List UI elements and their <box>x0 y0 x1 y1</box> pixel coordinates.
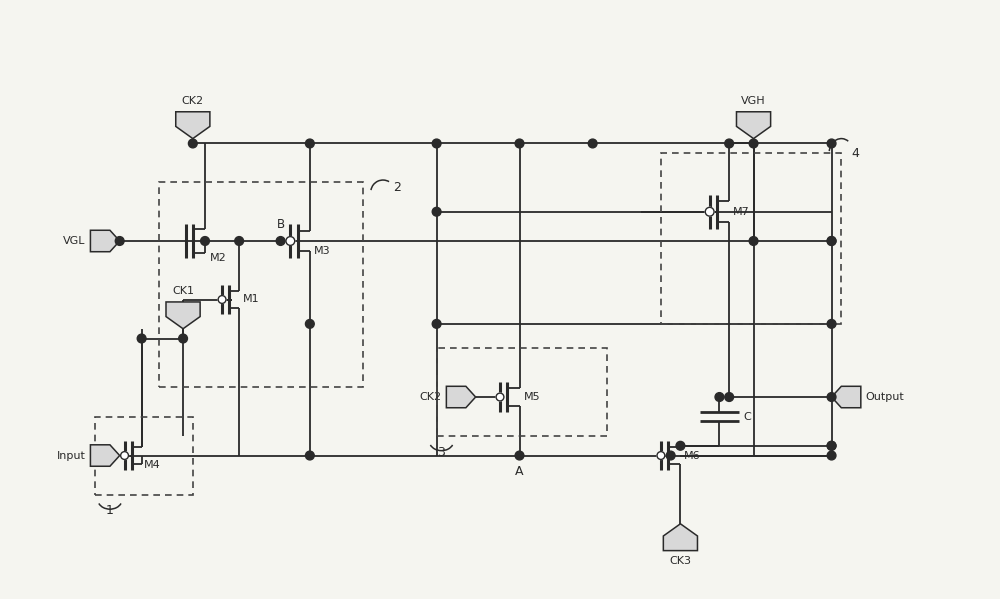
Polygon shape <box>166 302 200 329</box>
Polygon shape <box>90 445 120 466</box>
Bar <box>95 416 193 495</box>
Polygon shape <box>663 524 697 550</box>
Text: Output: Output <box>866 392 904 402</box>
Text: C: C <box>744 412 752 422</box>
Circle shape <box>725 139 734 148</box>
Text: VGH: VGH <box>741 96 766 106</box>
Text: M7: M7 <box>733 207 750 217</box>
Text: M5: M5 <box>523 392 540 402</box>
Polygon shape <box>736 112 771 138</box>
Polygon shape <box>446 386 476 408</box>
Circle shape <box>827 319 836 328</box>
Circle shape <box>201 237 209 246</box>
Text: M6: M6 <box>684 450 701 461</box>
Circle shape <box>137 334 146 343</box>
Circle shape <box>305 319 314 328</box>
Text: M1: M1 <box>243 295 260 304</box>
Bar <box>159 183 363 388</box>
Circle shape <box>235 237 244 246</box>
Circle shape <box>588 139 597 148</box>
Text: Input: Input <box>57 450 86 461</box>
Circle shape <box>827 237 836 246</box>
Circle shape <box>705 207 714 216</box>
Circle shape <box>676 441 685 450</box>
Text: VGL: VGL <box>63 236 86 246</box>
Circle shape <box>121 452 128 459</box>
Circle shape <box>305 139 314 148</box>
Text: M3: M3 <box>314 246 330 256</box>
Text: CK1: CK1 <box>172 286 194 296</box>
Circle shape <box>666 451 675 460</box>
Text: 2: 2 <box>393 181 401 194</box>
Circle shape <box>749 139 758 148</box>
Circle shape <box>276 237 285 246</box>
Text: A: A <box>515 465 524 478</box>
Circle shape <box>286 237 295 246</box>
Text: CK2: CK2 <box>182 96 204 106</box>
Circle shape <box>432 207 441 216</box>
Circle shape <box>432 139 441 148</box>
Text: CK2: CK2 <box>419 392 441 402</box>
Circle shape <box>305 451 314 460</box>
Text: M2: M2 <box>210 253 227 263</box>
Circle shape <box>749 237 758 246</box>
Circle shape <box>827 441 836 450</box>
Circle shape <box>827 392 836 401</box>
Text: 1: 1 <box>106 504 114 518</box>
Circle shape <box>515 139 524 148</box>
Circle shape <box>725 392 734 401</box>
Circle shape <box>715 392 724 401</box>
Text: M4: M4 <box>144 460 161 470</box>
Bar <box>661 153 841 324</box>
Polygon shape <box>832 386 861 408</box>
Text: 4: 4 <box>851 147 859 160</box>
Circle shape <box>515 451 524 460</box>
Circle shape <box>179 334 187 343</box>
Bar <box>437 348 607 436</box>
Circle shape <box>657 452 665 459</box>
Circle shape <box>218 295 226 304</box>
Circle shape <box>115 237 124 246</box>
Text: CK3: CK3 <box>669 556 691 567</box>
Text: B: B <box>277 218 285 231</box>
Circle shape <box>827 139 836 148</box>
Circle shape <box>827 451 836 460</box>
Circle shape <box>432 319 441 328</box>
Polygon shape <box>90 230 120 252</box>
Polygon shape <box>176 112 210 138</box>
Circle shape <box>188 139 197 148</box>
Circle shape <box>827 441 836 450</box>
Text: 3: 3 <box>437 446 444 459</box>
Circle shape <box>496 393 504 401</box>
Circle shape <box>827 237 836 246</box>
